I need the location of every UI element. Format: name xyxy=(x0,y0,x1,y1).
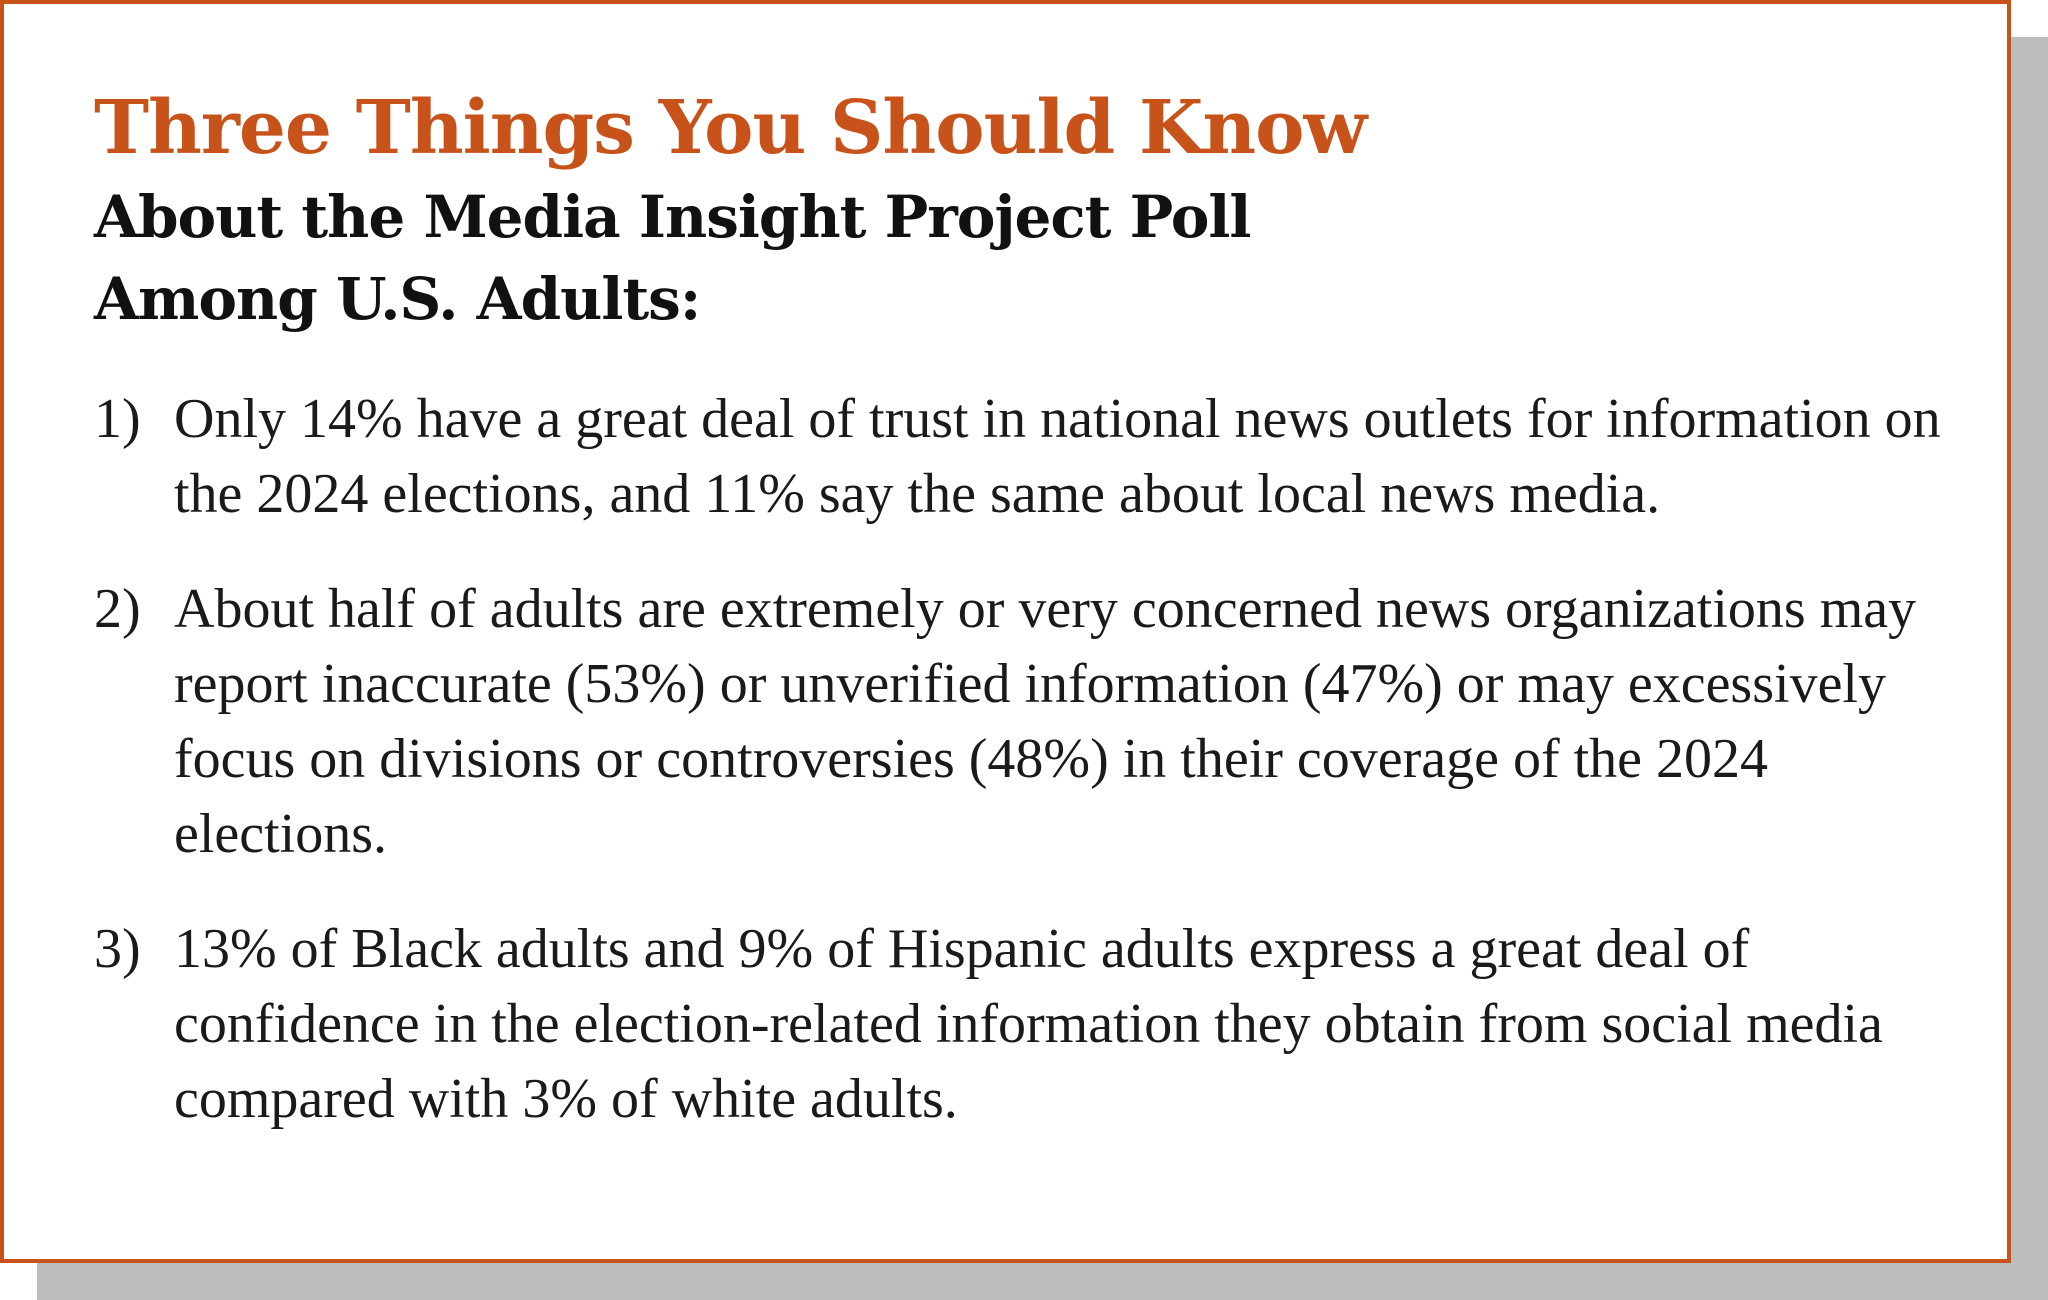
info-card: Three Things You Should Know About the M… xyxy=(0,0,2011,1263)
fact-item: 3) 13% of Black adults and 9% of Hispani… xyxy=(94,912,1974,1137)
fact-text: Only 14% have a great deal of trust in n… xyxy=(174,388,1941,525)
subtitle-line-2: Among U.S. Adults: xyxy=(94,265,701,333)
fact-text: About half of adults are extremely or ve… xyxy=(174,578,1917,865)
fact-number: 1) xyxy=(94,388,141,450)
fact-item: 1) Only 14% have a great deal of trust i… xyxy=(94,382,1974,532)
subtitle-line-1: About the Media Insight Project Poll xyxy=(94,183,1251,251)
fact-number: 2) xyxy=(94,578,141,640)
card-subtitle: About the Media Insight Project Poll Amo… xyxy=(94,176,1251,340)
facts-list: 1) Only 14% have a great deal of trust i… xyxy=(94,382,1974,1177)
fact-item: 2) About half of adults are extremely or… xyxy=(94,572,1974,872)
fact-number: 3) xyxy=(94,918,141,980)
card-title: Three Things You Should Know xyxy=(94,85,1367,171)
fact-text: 13% of Black adults and 9% of Hispanic a… xyxy=(174,918,1883,1130)
